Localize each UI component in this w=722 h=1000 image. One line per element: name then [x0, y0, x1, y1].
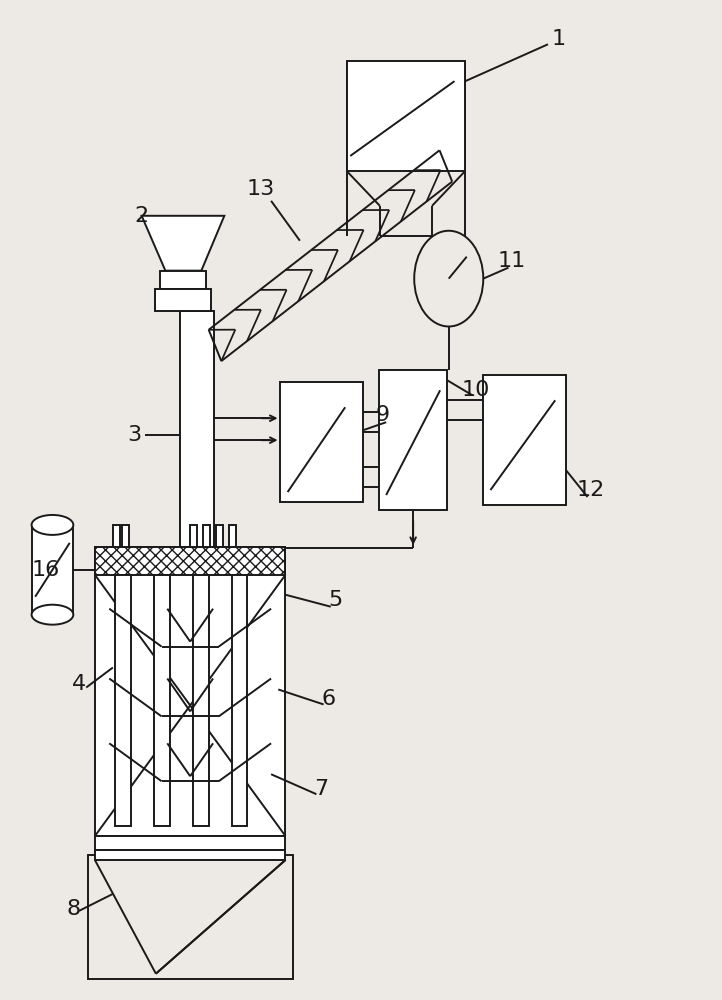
Text: 2: 2 — [134, 206, 149, 226]
Bar — [95, 547, 285, 836]
Polygon shape — [142, 216, 225, 271]
Bar — [216, 525, 223, 547]
Bar — [203, 525, 210, 547]
Text: 11: 11 — [498, 251, 526, 271]
Text: 16: 16 — [32, 560, 60, 580]
Bar — [379, 370, 448, 510]
Bar — [180, 311, 214, 555]
Bar — [193, 575, 209, 826]
Text: 7: 7 — [314, 779, 329, 799]
Ellipse shape — [32, 605, 74, 625]
Bar — [113, 525, 120, 547]
Ellipse shape — [32, 515, 74, 535]
Text: 9: 9 — [375, 405, 390, 425]
Bar — [155, 289, 211, 311]
Text: 3: 3 — [127, 425, 142, 445]
Bar — [122, 525, 129, 547]
Bar — [347, 61, 465, 171]
Bar — [232, 575, 248, 826]
Bar — [95, 547, 285, 575]
Text: 4: 4 — [72, 674, 86, 694]
Text: 12: 12 — [577, 480, 605, 500]
Text: 6: 6 — [321, 689, 336, 709]
Bar — [229, 525, 236, 547]
Bar — [483, 375, 566, 505]
Bar — [280, 382, 363, 502]
Bar — [32, 525, 74, 615]
Text: 13: 13 — [246, 179, 274, 199]
Bar — [87, 855, 292, 979]
Text: 8: 8 — [66, 899, 80, 919]
Bar — [190, 525, 197, 547]
Bar — [95, 850, 285, 860]
Text: 1: 1 — [552, 29, 566, 49]
Bar — [115, 575, 131, 826]
Text: 10: 10 — [462, 380, 490, 400]
Bar — [95, 836, 285, 850]
Bar — [154, 575, 170, 826]
Bar — [160, 271, 206, 289]
Text: 5: 5 — [329, 590, 343, 610]
